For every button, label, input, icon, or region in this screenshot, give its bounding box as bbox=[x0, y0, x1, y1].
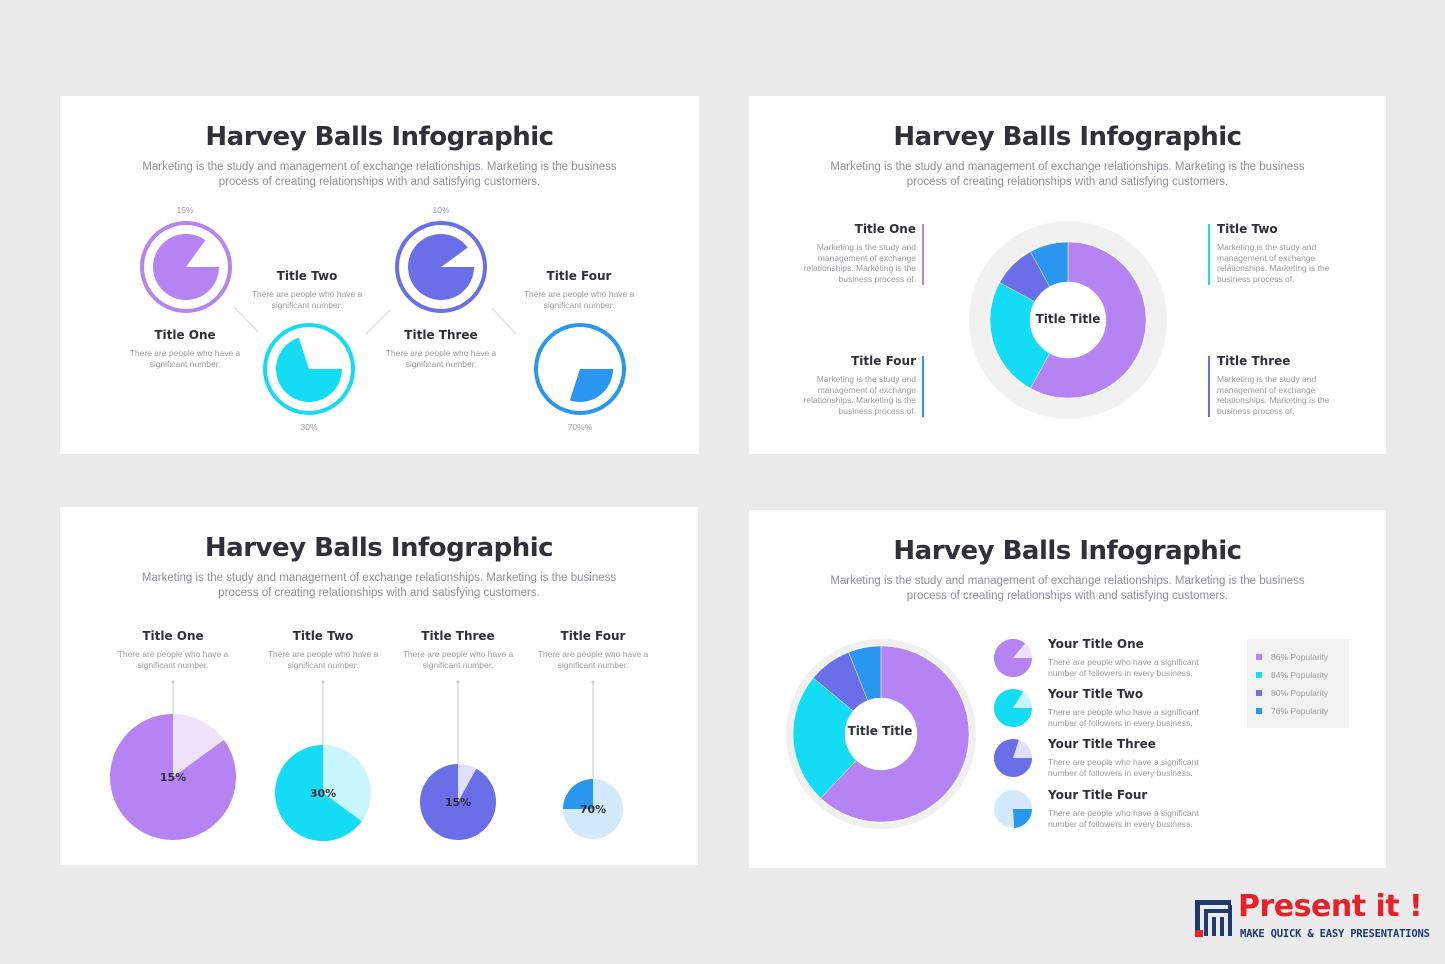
logo-mark-icon bbox=[1195, 900, 1232, 937]
s1-item-2-desc: There are people who have a significant n… bbox=[251, 289, 363, 310]
s2-item-4-accent-bar bbox=[922, 356, 924, 417]
s2-donut-chart bbox=[969, 221, 1167, 419]
s3-ball-1-percent: 15% bbox=[160, 771, 186, 784]
s3-item-4-desc: There are people who have a significant n… bbox=[537, 649, 649, 670]
s3-item-1-desc: There are people who have a significant n… bbox=[117, 649, 229, 670]
s1-harvey-ball-4 bbox=[534, 323, 626, 415]
s2-item-1-desc: Marketing is the study and management of … bbox=[803, 242, 916, 284]
s1-ball-2-fill bbox=[276, 337, 342, 402]
s2-item-4-desc: Marketing is the study and management of … bbox=[803, 374, 916, 416]
s3-ball-3-fill bbox=[420, 764, 496, 840]
s4-donut-halo bbox=[786, 639, 976, 829]
s1-item-4-title: Title Four bbox=[546, 269, 612, 283]
slide-4-subtitle: Marketing is the study and management of… bbox=[830, 575, 1305, 602]
s1-harvey-ball-1 bbox=[140, 221, 232, 313]
slide-1-title: Harvey Balls Infographic bbox=[205, 122, 554, 152]
s4-item-4-desc: There are people who have a significant n… bbox=[1048, 808, 1199, 829]
s4-legend: 86% Popularity 84% Popularity 80% Popula… bbox=[1247, 639, 1349, 728]
s1-ball-4-fill bbox=[569, 369, 613, 402]
s2-item-2-desc: Marketing is the study and management of … bbox=[1217, 242, 1330, 284]
s4-donut-chart bbox=[786, 639, 976, 829]
s3-ball-1-fill bbox=[109, 714, 236, 840]
slide-2: Harvey Balls Infographic Marketing is th… bbox=[749, 96, 1386, 454]
s4-item-3-desc: There are people who have a significant n… bbox=[1048, 757, 1199, 778]
s2-item-1-title: Title One bbox=[854, 222, 916, 236]
s2-donut-halo bbox=[969, 221, 1167, 419]
s3-ball-2-pin bbox=[321, 680, 325, 684]
present-it-logo: Present it ! MAKE QUICK & EASY PRESENTAT… bbox=[1194, 889, 1434, 943]
s4-item-1-desc: There are people who have a significant n… bbox=[1048, 657, 1199, 678]
s3-ball-4-pin bbox=[591, 680, 595, 684]
s1-ball-3-fill bbox=[408, 234, 474, 300]
s2-item-2-accent-bar bbox=[1208, 224, 1210, 285]
s2-item-3-desc: Marketing is the study and management of … bbox=[1217, 374, 1330, 416]
s2-item-3-title: Title Three bbox=[1217, 354, 1291, 368]
s4-legend-item-3: 80% Popularity bbox=[1247, 684, 1349, 702]
s4-item-3-title: Your Title Three bbox=[1048, 737, 1156, 751]
s3-ball-1-pin bbox=[171, 680, 175, 684]
slide-2-title: Harvey Balls Infographic bbox=[893, 122, 1242, 152]
s1-item-2-title: Title Two bbox=[276, 269, 338, 283]
s4-donut-center-label: Title Title bbox=[847, 724, 913, 738]
s3-ball-2-percent: 30% bbox=[310, 787, 336, 800]
s3-harvey-balls: 15% 30% 15% 70% bbox=[109, 680, 623, 841]
s4-ball-3-fill bbox=[994, 739, 1032, 777]
s1-item-3-title: Title Three bbox=[404, 328, 478, 342]
s2-item-4-title: Title Four bbox=[851, 354, 916, 368]
s4-ball-1-fill bbox=[994, 639, 1032, 677]
slide-3-title: Harvey Balls Infographic bbox=[204, 533, 554, 563]
slide-3: Harvey Balls Infographic Marketing is th… bbox=[60, 507, 698, 865]
s1-ball-1-percent: 15% bbox=[176, 205, 194, 215]
s3-item-2-title: Title Two bbox=[292, 629, 354, 643]
s3-ball-3-pin bbox=[456, 680, 460, 684]
s4-donut-hole bbox=[845, 698, 917, 770]
slide-3-subtitle: Marketing is the study and management of… bbox=[141, 572, 617, 599]
s4-ball-2-fill bbox=[994, 689, 1032, 727]
s3-item-3-title: Title Three bbox=[421, 629, 495, 643]
s3-ball-3-percent: 15% bbox=[445, 796, 471, 809]
slide-1-subtitle: Marketing is the study and management of… bbox=[142, 161, 617, 188]
s3-item-2-desc: There are people who have a significant n… bbox=[267, 649, 379, 670]
s4-item-1-title: Your Title One bbox=[1048, 637, 1144, 651]
slide-1: Harvey Balls Infographic Marketing is th… bbox=[60, 96, 699, 454]
s2-donut-center-label: Title Title bbox=[1035, 312, 1101, 326]
slide-2-subtitle: Marketing is the study and management of… bbox=[830, 161, 1305, 188]
s3-ball-4-percent: 70% bbox=[580, 803, 606, 816]
slide-4-title: Harvey Balls Infographic bbox=[893, 536, 1242, 566]
s3-ball-4-fill bbox=[563, 779, 593, 809]
s3-ball-2-fill bbox=[275, 745, 362, 841]
s4-item-2-desc: There are people who have a significant n… bbox=[1048, 707, 1199, 728]
s4-legend-item-1: 86% Popularity bbox=[1247, 648, 1349, 666]
s4-legend-item-4: 76% Popularity bbox=[1247, 702, 1349, 720]
s3-item-3-desc: There are people who have a significant n… bbox=[402, 649, 514, 670]
s1-item-1-desc: There are people who have a significant n… bbox=[129, 348, 241, 369]
logo-tagline: MAKE QUICK & EASY PRESENTATIONS bbox=[1240, 928, 1430, 940]
s3-item-4-title: Title Four bbox=[560, 629, 626, 643]
s4-legend-item-2: 84% Popularity bbox=[1247, 666, 1349, 684]
s1-ball-1-fill bbox=[153, 234, 219, 300]
s1-ball-3-percent: 10% bbox=[432, 205, 450, 215]
slide-1-connectors bbox=[233, 306, 517, 335]
s2-item-2-title: Title Two bbox=[1217, 222, 1278, 236]
s4-ball-4-fill bbox=[1013, 809, 1032, 828]
s1-item-4-desc: There are people who have a significant n… bbox=[523, 289, 635, 310]
s2-item-1-accent-bar bbox=[922, 224, 924, 285]
s1-item-3-desc: There are people who have a significant n… bbox=[385, 348, 497, 369]
s2-item-3-accent-bar bbox=[1208, 356, 1210, 417]
s4-item-2-title: Your Title Two bbox=[1048, 687, 1144, 701]
logo-name: Present it ! bbox=[1238, 889, 1423, 924]
s2-donut-hole bbox=[1030, 282, 1106, 358]
s4-item-4-title: Your Title Four bbox=[1048, 788, 1148, 802]
slide-4: Harvey Balls Infographic Marketing is th… bbox=[749, 510, 1386, 868]
s4-small-harvey-balls bbox=[994, 639, 1032, 828]
s1-ball-4-percent: 70%% bbox=[567, 422, 593, 432]
s1-ball-2-percent: 30% bbox=[300, 422, 318, 432]
s3-item-1-title: Title One bbox=[142, 629, 204, 643]
s1-item-1-title: Title One bbox=[154, 328, 216, 342]
s1-harvey-ball-3 bbox=[395, 221, 487, 313]
s1-harvey-ball-2 bbox=[263, 323, 355, 415]
